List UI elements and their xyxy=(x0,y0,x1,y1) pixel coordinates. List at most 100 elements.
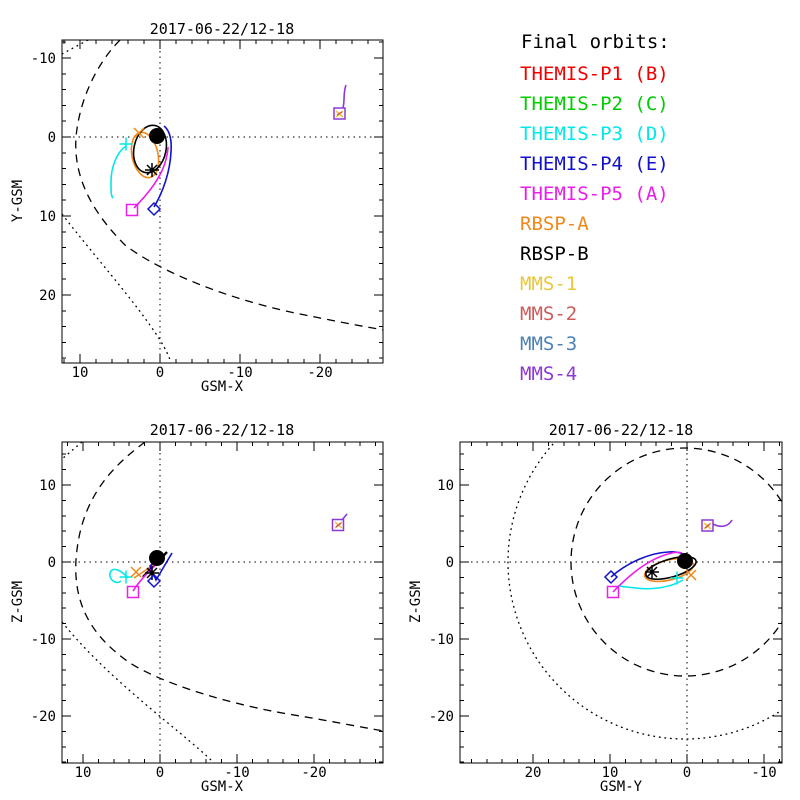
x-tick: 0 xyxy=(156,765,164,781)
mms-marker-square xyxy=(333,107,346,120)
magnetopause-circle xyxy=(570,447,782,677)
y-tick: 0 xyxy=(48,130,56,146)
x-tick: -10 xyxy=(227,365,252,381)
x-tick: -10 xyxy=(224,765,249,781)
x-tick: 10 xyxy=(602,765,619,781)
rbsp-a-marker-x xyxy=(130,566,142,578)
panel-xy-title: 2017-06-22/12-18 xyxy=(150,20,295,38)
legend-item-themis-p5: THEMIS-P5 (A) xyxy=(520,183,669,205)
y-tick: 10 xyxy=(39,209,56,225)
mms-marker-inner-red xyxy=(336,111,343,116)
panel-xy-axis-box xyxy=(61,39,384,364)
y-tick: 0 xyxy=(48,555,56,571)
themis-p3-marker-plus xyxy=(670,571,684,585)
themis-p5-marker-square xyxy=(125,203,139,217)
x-axis-label: GSM-X xyxy=(201,379,244,395)
rbsp-a-marker-x xyxy=(133,127,145,139)
legend-title: Final orbits: xyxy=(521,31,670,53)
legend-item-themis-p2: THEMIS-P2 (C) xyxy=(520,93,669,115)
panel-yz-content xyxy=(460,442,782,763)
panel-xy: 2017-06-22/12-18 10 0 -10 xyxy=(10,20,384,395)
themis-p3-orbit xyxy=(110,145,127,199)
y-tick: -10 xyxy=(31,51,56,67)
panel-yz-title: 2017-06-22/12-18 xyxy=(549,421,694,439)
x-tick: 10 xyxy=(75,765,92,781)
legend-item-themis-p1: THEMIS-P1 (B) xyxy=(520,63,669,85)
x-tick: 20 xyxy=(525,765,542,781)
panel-xy-ticks xyxy=(62,40,383,363)
themis-p5-orbit xyxy=(612,551,683,593)
x-axis-label: GSM-X xyxy=(201,779,244,795)
magnetopause-curve xyxy=(75,442,383,732)
themis-p5-marker-square xyxy=(606,585,620,599)
panel-yz: 2017-06-22/12-18 20 10 0 -10 xyxy=(408,421,783,795)
themis-p3-marker-plus xyxy=(119,137,133,151)
themis-p4-marker-diamond xyxy=(146,201,162,217)
x-tick: 10 xyxy=(72,365,89,381)
mms-trail xyxy=(342,84,347,109)
bowshock-curve-lower xyxy=(62,213,172,363)
legend-item-mms-4: MMS-4 xyxy=(520,363,577,385)
rbsp-b-orbit xyxy=(645,555,697,581)
x-tick: 0 xyxy=(683,765,691,781)
mms-trail xyxy=(712,519,733,528)
rbsp-b-marker-asterisk xyxy=(145,566,159,580)
mms-marker-square xyxy=(701,519,714,532)
y-tick: 0 xyxy=(446,555,454,571)
legend-item-mms-1: MMS-1 xyxy=(520,273,577,295)
panel-xz-title: 2017-06-22/12-18 xyxy=(150,421,295,439)
x-tick: 0 xyxy=(156,365,164,381)
themis-p4-orbit xyxy=(153,125,172,208)
earth xyxy=(149,128,165,144)
legend-item-rbsp-a: RBSP-A xyxy=(520,213,589,235)
panel-xz: 2017-06-22/12-18 10 0 -10 xyxy=(10,421,384,795)
legend-item-rbsp-b: RBSP-B xyxy=(520,243,589,265)
y-tick: 20 xyxy=(39,288,56,304)
rbsp-b-marker-asterisk xyxy=(645,565,659,579)
legend-item-mms-2: MMS-2 xyxy=(520,303,577,325)
rbsp-b-orbit xyxy=(132,124,168,174)
earth xyxy=(149,550,165,566)
y-tick: -20 xyxy=(429,709,454,725)
themis-p5-orbit xyxy=(133,146,169,209)
legend-item-themis-p3: THEMIS-P3 (D) xyxy=(520,123,669,145)
bowshock-curve-upper xyxy=(62,442,83,460)
themis-p3-orbit xyxy=(619,579,684,590)
rbsp-b-marker-asterisk xyxy=(145,163,159,177)
mms-marker-square xyxy=(331,518,345,532)
mms-marker-inner-red xyxy=(335,522,342,528)
legend-item-themis-p4: THEMIS-P4 (E) xyxy=(520,153,669,175)
themis-p4-marker-diamond xyxy=(146,573,162,589)
magnetopause-curve xyxy=(75,40,383,331)
y-tick: -20 xyxy=(31,709,56,725)
themis-p4-orbit xyxy=(610,550,688,578)
themis-p4-marker-diamond xyxy=(603,569,619,585)
y-axis-label: Y-GSM xyxy=(10,180,26,222)
panel-xz-content xyxy=(62,442,383,763)
x-tick: -10 xyxy=(751,765,776,781)
themis-p3-orbit xyxy=(109,568,129,584)
bowshock-circle xyxy=(507,442,782,740)
y-tick: 10 xyxy=(39,478,56,494)
x-tick: -20 xyxy=(301,765,326,781)
y-tick: -10 xyxy=(31,632,56,648)
earth xyxy=(677,553,693,569)
y-tick: -10 xyxy=(429,632,454,648)
y-tick: 10 xyxy=(437,478,454,494)
legend: Final orbits: THEMIS-P1 (B) THEMIS-P2 (C… xyxy=(520,31,670,385)
x-axis-label: GSM-Y xyxy=(600,779,643,795)
themis-p5-marker-square xyxy=(126,585,140,599)
panel-xz-axis-box xyxy=(61,441,384,764)
panel-xy-content xyxy=(62,40,383,363)
themis-p3-marker-plus xyxy=(119,570,133,584)
y-axis-label: Z-GSM xyxy=(408,581,424,623)
bowshock-curve-lower xyxy=(62,621,215,763)
y-axis-label: Z-GSM xyxy=(10,581,26,623)
x-tick: -20 xyxy=(307,365,332,381)
mms-marker-inner-red xyxy=(704,523,711,529)
panel-yz-axis-box xyxy=(459,441,783,764)
rbsp-a-marker-x xyxy=(685,569,697,581)
panel-xz-ticks xyxy=(62,442,383,763)
